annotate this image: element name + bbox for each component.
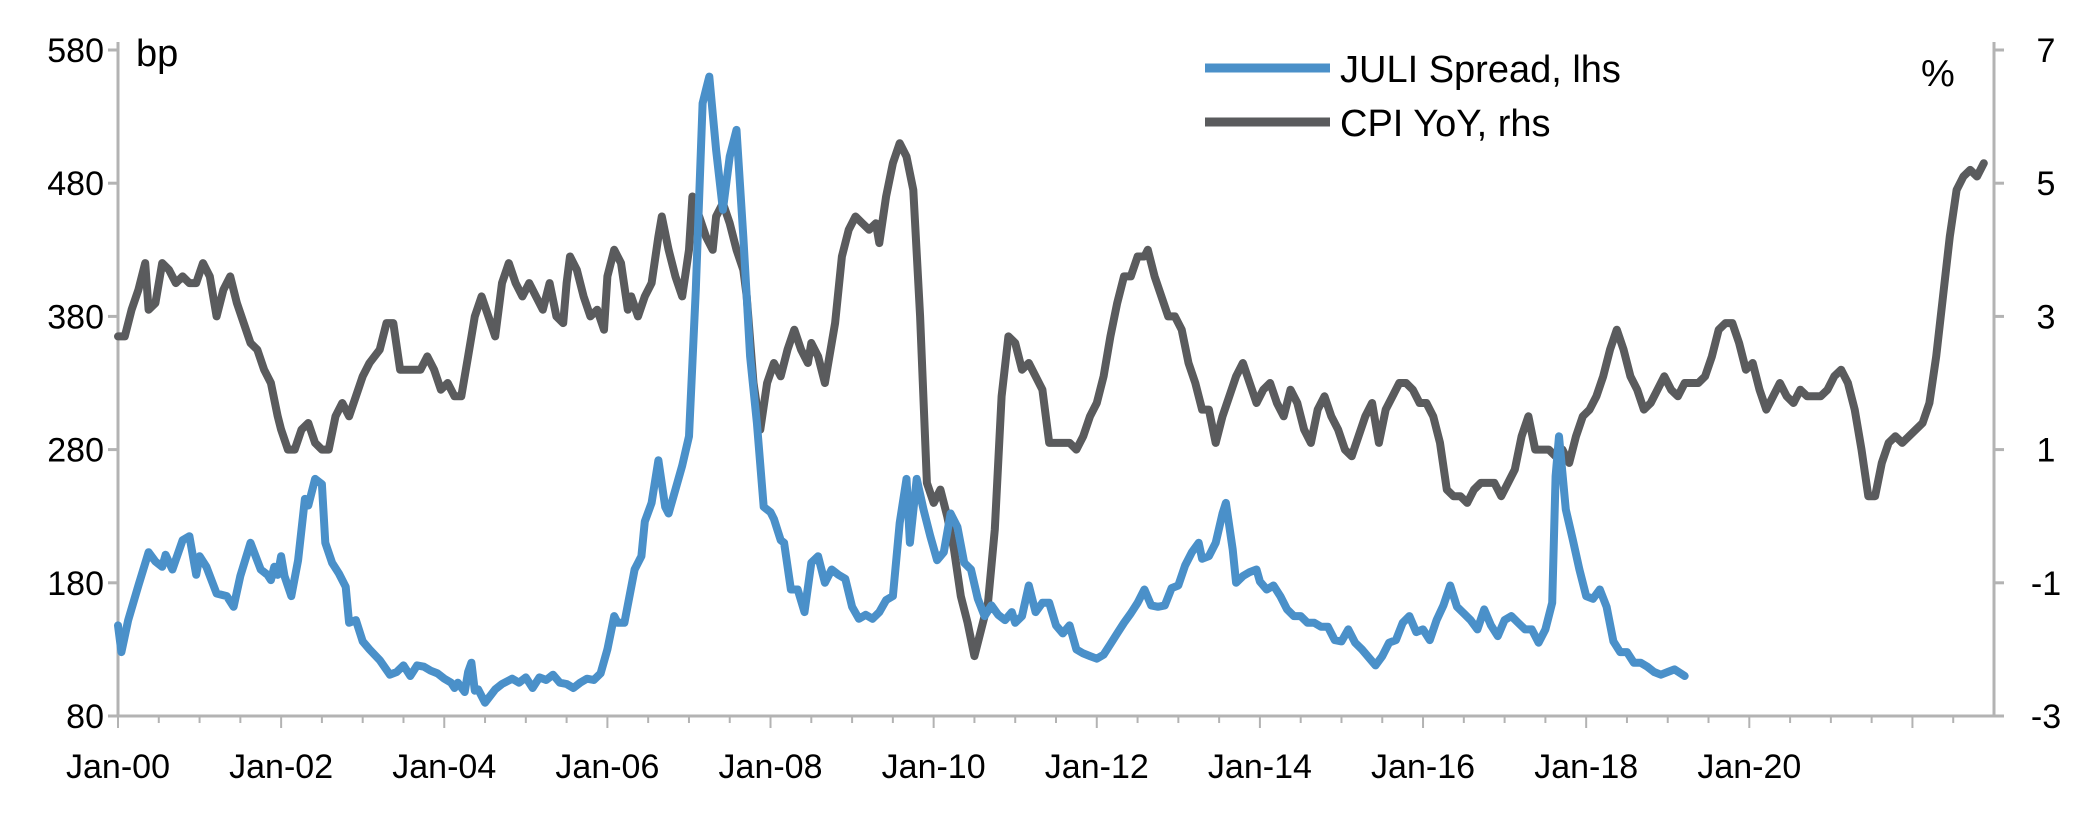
x-tick-label: Jan-18: [1534, 748, 1638, 786]
x-tick-label: Jan-06: [555, 748, 659, 786]
left-tick-label: 380: [47, 298, 104, 336]
x-axis-ticks: Jan-00 Jan-02 Jan-04 Jan-06 Jan-08 Jan-10 Jan-…: [66, 716, 1955, 786]
left-tick-label: 580: [47, 32, 104, 70]
x-tick-label: Jan-04: [392, 748, 496, 786]
right-tick-label: -1: [2031, 565, 2061, 603]
x-tick-label: Jan-10: [882, 748, 986, 786]
right-tick-label: 3: [2037, 298, 2056, 336]
right-tick-label: 1: [2037, 432, 2056, 470]
x-tick-label: Jan-20: [1697, 748, 1801, 786]
left-tick-label: 80: [66, 698, 104, 736]
left-axis-ticks: 580 480 380 280 180 80: [47, 32, 118, 736]
right-tick-label: -3: [2031, 698, 2061, 736]
left-axis-unit: bp: [136, 33, 178, 75]
left-tick-label: 480: [47, 165, 104, 203]
x-tick-label: Jan-16: [1371, 748, 1475, 786]
x-tick-label: Jan-12: [1045, 748, 1149, 786]
right-tick-label: 5: [2037, 165, 2056, 203]
x-tick-label: Jan-02: [229, 748, 333, 786]
right-axis-unit: %: [1921, 53, 1955, 95]
series-line-cpi-yoy: [114, 139, 1988, 661]
legend-label-cpi-yoy: CPI YoY, rhs: [1340, 103, 1551, 145]
x-tick-label: Jan-14: [1208, 748, 1312, 786]
x-tick-label: Jan-08: [719, 748, 823, 786]
x-tick-label: Jan-00: [66, 748, 170, 786]
right-axis-ticks: 7 5 3 1 -1 -3: [1994, 32, 2061, 736]
legend-label-juli-spread: JULI Spread, lhs: [1340, 49, 1621, 91]
series-line-juli-spread: [114, 72, 1689, 707]
right-tick-label: 7: [2037, 32, 2056, 70]
left-tick-label: 180: [47, 565, 104, 603]
legend: JULI Spread, lhs CPI YoY, rhs: [1205, 49, 1621, 145]
series-layer: [114, 72, 1988, 707]
left-tick-label: 280: [47, 432, 104, 470]
